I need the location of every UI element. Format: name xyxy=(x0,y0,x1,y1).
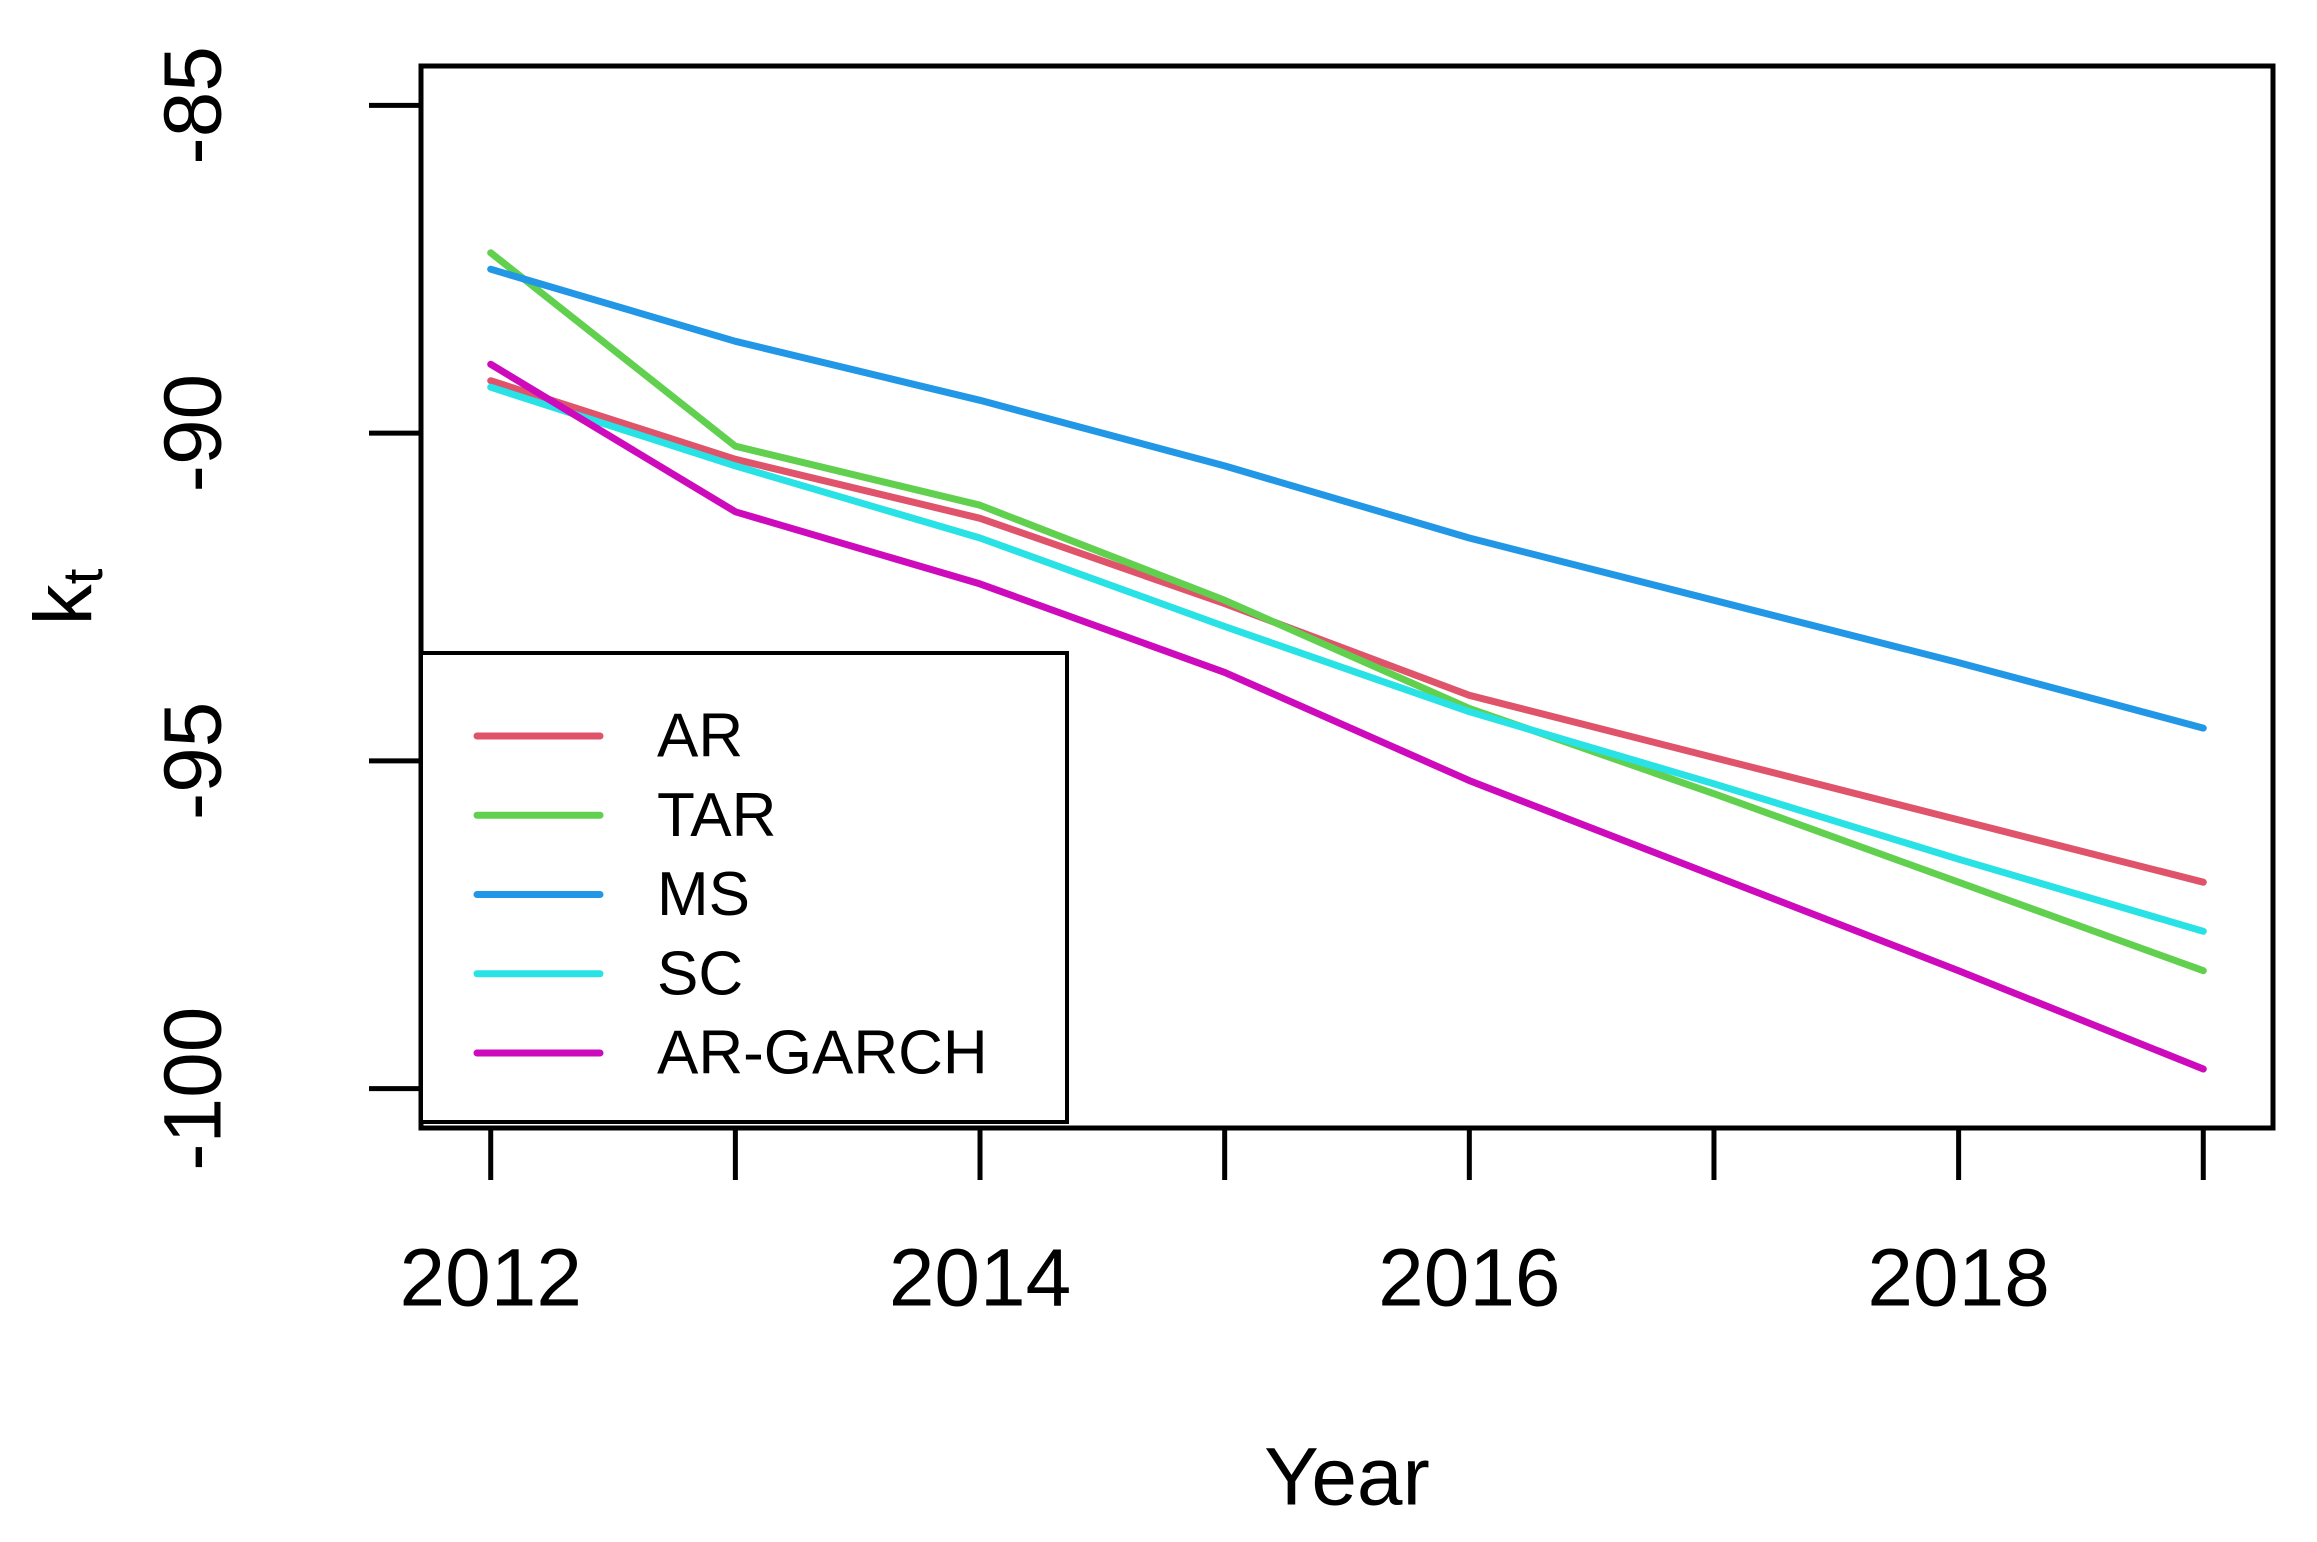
legend-label: AR xyxy=(657,702,743,771)
x-tick-label: 2016 xyxy=(1378,1233,1560,1324)
y-tick-label: -95 xyxy=(147,702,238,821)
y-tick-label: -100 xyxy=(147,1007,238,1171)
line-TAR xyxy=(487,249,2207,975)
x-tick-label: 2012 xyxy=(400,1233,582,1324)
x-axis-title: Year xyxy=(1264,1432,1430,1523)
y-axis-label-base: k xyxy=(18,583,109,625)
legend-label: SC xyxy=(657,939,743,1008)
y-tick-label: -85 xyxy=(148,46,239,165)
plot-border xyxy=(418,63,2276,1131)
legend-item-AR: AR xyxy=(473,702,743,771)
series-lines xyxy=(487,249,2207,1073)
legend-label: MS xyxy=(657,860,750,929)
y-axis-title: kt xyxy=(18,568,116,625)
line-AR-GARCH xyxy=(487,360,2207,1073)
y-axis-label-subscript: t xyxy=(51,568,115,584)
legend-item-MS: MS xyxy=(473,860,750,929)
x-axis-label: Year xyxy=(1264,1432,1430,1523)
plot-box xyxy=(418,63,2276,1131)
legend-item-SC: SC xyxy=(473,939,743,1008)
legend-label: TAR xyxy=(657,781,776,850)
line-SC xyxy=(487,383,2207,935)
legend-box xyxy=(419,651,1069,1124)
x-axis: 2012 2014 2016 2018 xyxy=(400,1128,2206,1324)
legend-item-AR-GARCH: AR-GARCH xyxy=(473,1019,988,1088)
line-AR xyxy=(487,377,2207,886)
x-tick-label: 2018 xyxy=(1867,1233,2049,1324)
y-axis-label: kt xyxy=(18,568,116,625)
x-tick-label: 2014 xyxy=(889,1233,1071,1324)
legend-item-TAR: TAR xyxy=(473,781,776,850)
legend: AR TAR MS SC AR-GARCH xyxy=(419,651,1069,1124)
y-tick-label: -90 xyxy=(148,374,239,493)
legend-label: AR-GARCH xyxy=(657,1019,988,1088)
y-axis: -85 -90 -95 -100 xyxy=(147,46,421,1171)
line-MS xyxy=(487,265,2207,732)
